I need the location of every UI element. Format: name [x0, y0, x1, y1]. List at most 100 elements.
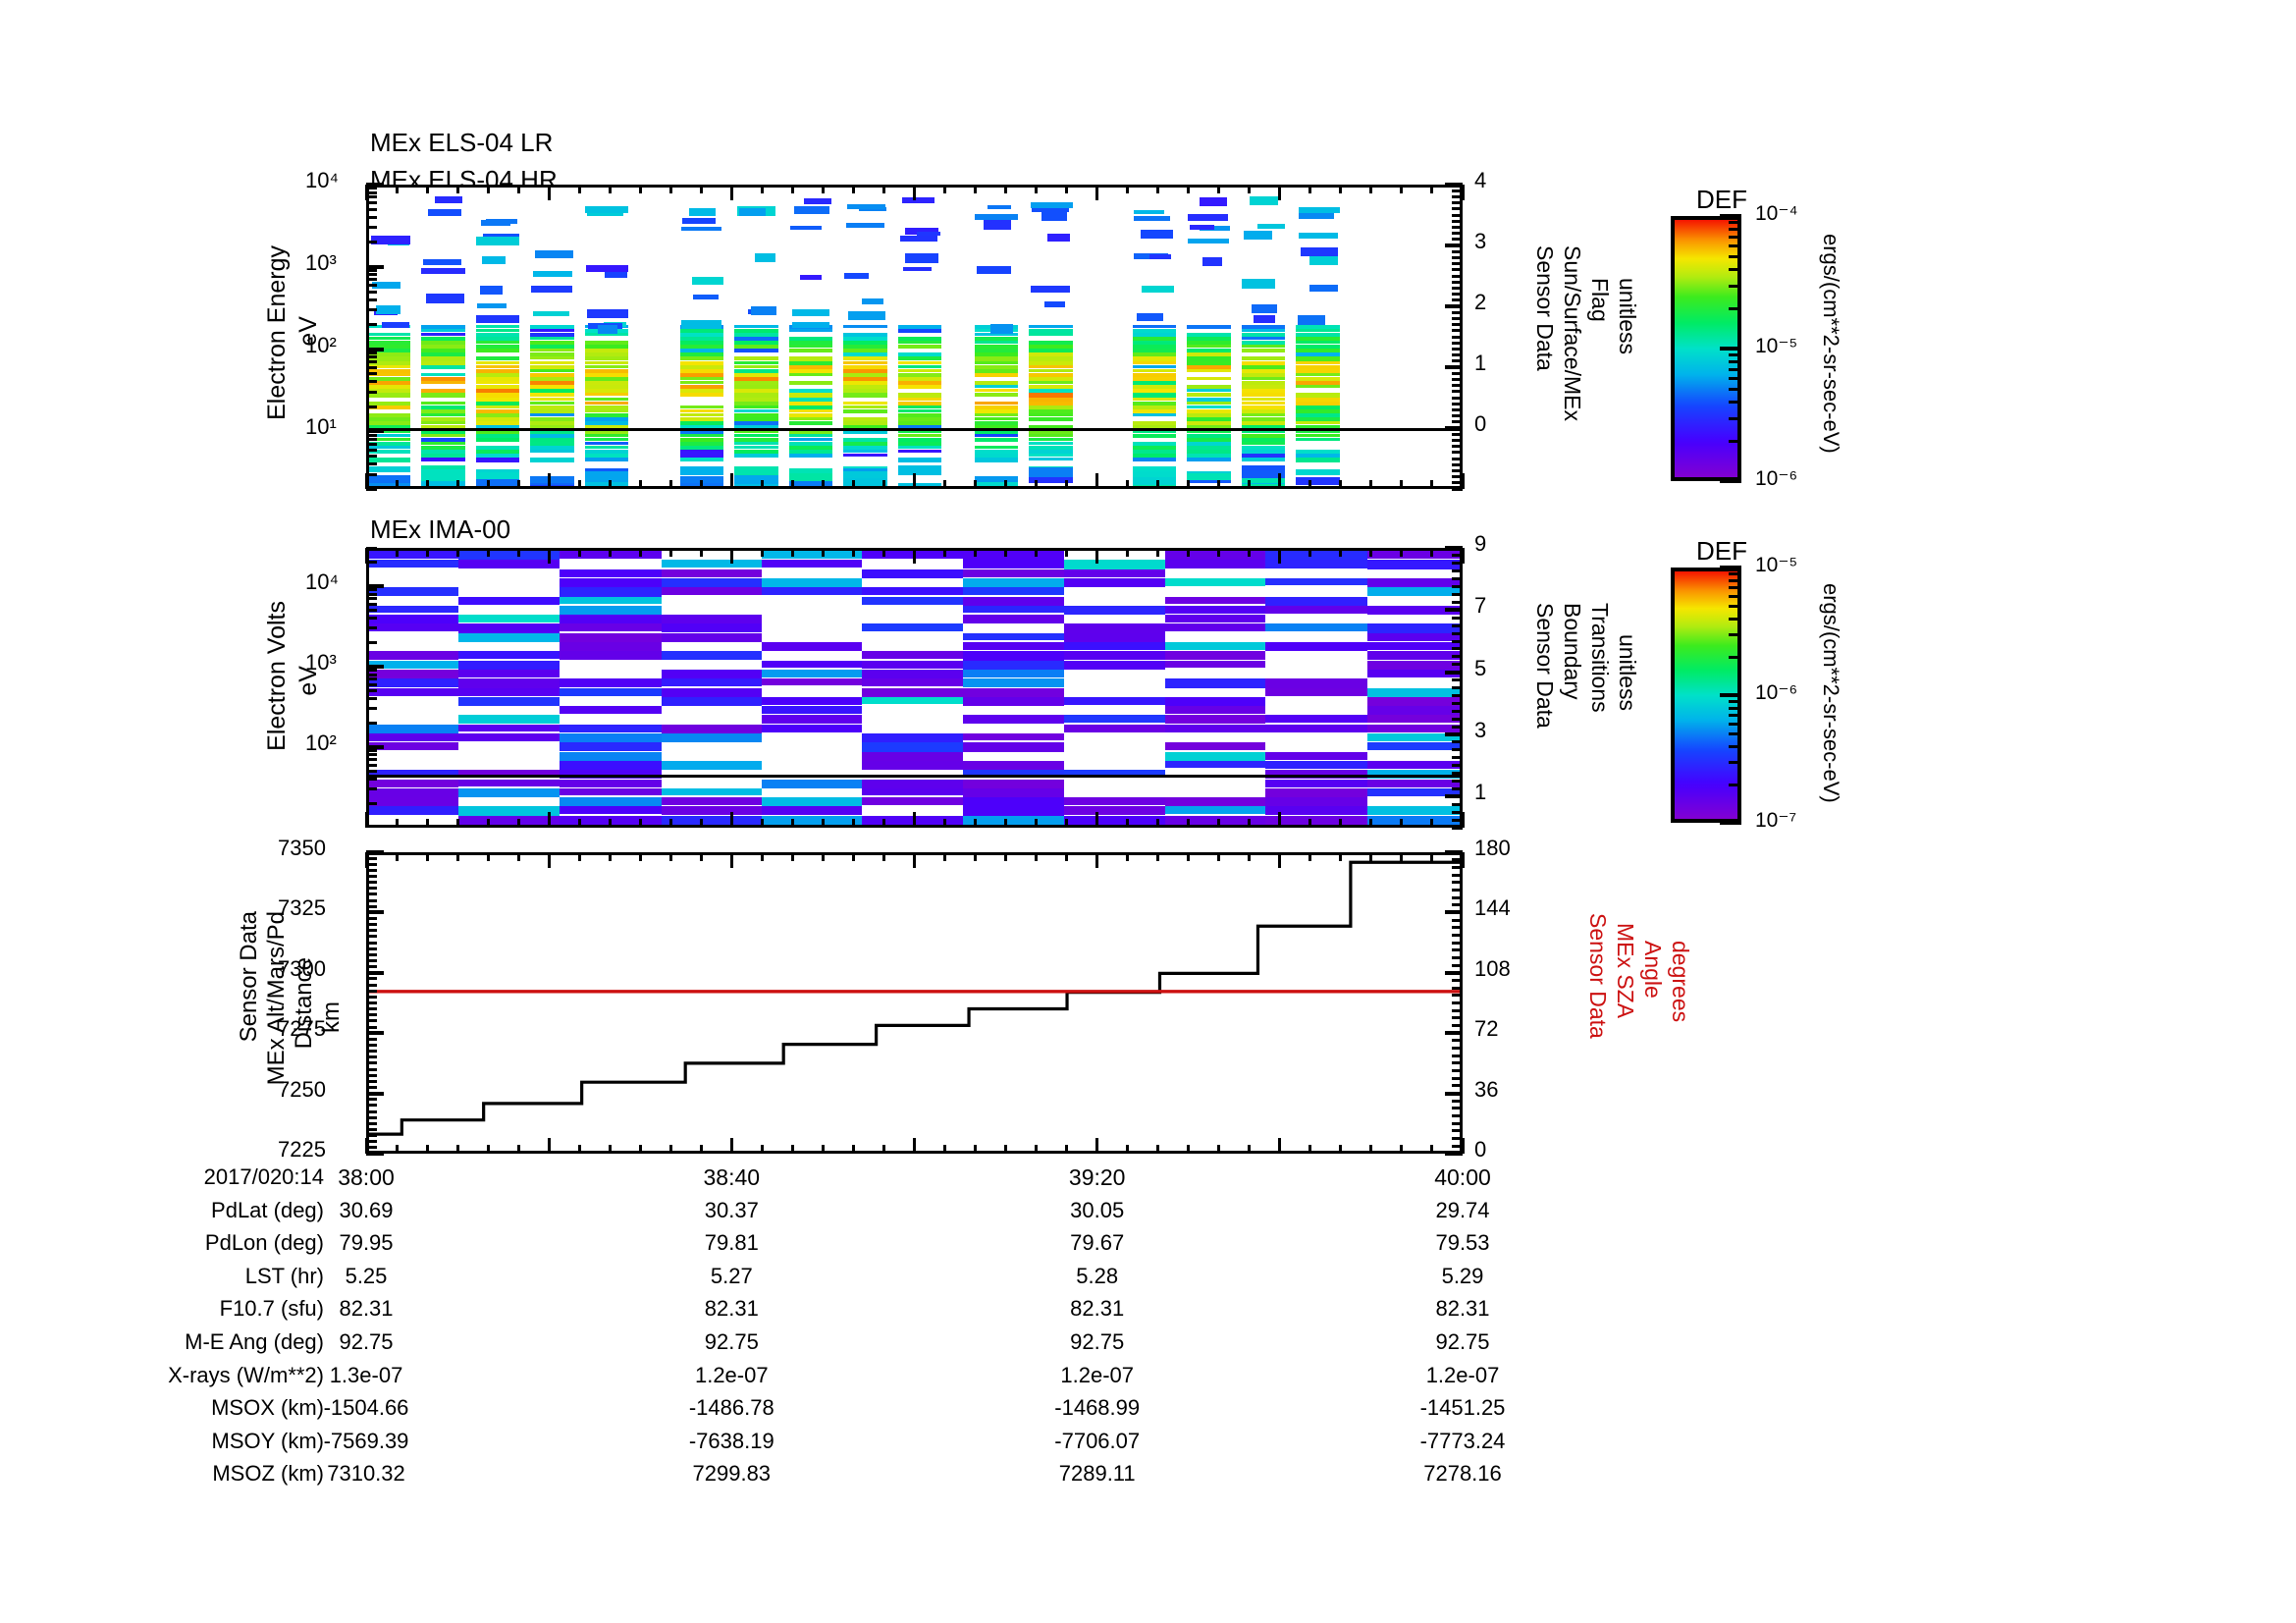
ima-band [560, 632, 662, 643]
y-minor-tick [366, 273, 377, 277]
y-minor-tick [366, 947, 377, 950]
spectrogram-band [1029, 345, 1073, 350]
ima-band-low [1265, 815, 1367, 825]
spectrogram-band [974, 360, 1019, 365]
y-right-minor-tick [1452, 655, 1463, 659]
ima-band [1165, 596, 1266, 605]
y-right-minor-tick [1452, 639, 1463, 643]
spectrogram-band [843, 441, 887, 447]
spectrogram-band [1241, 341, 1286, 346]
x-tick-top [729, 185, 733, 200]
spectrogram-band [1029, 421, 1073, 425]
boundary-zero-line [369, 774, 1460, 778]
spectrogram-band [843, 349, 887, 352]
x-tick [547, 1138, 551, 1154]
spectrogram-band [1296, 408, 1340, 414]
ima-band [369, 678, 459, 688]
spectrogram-band [530, 401, 574, 405]
spectrogram-band [369, 381, 411, 386]
spectrogram-band [734, 433, 778, 438]
spectrogram-band [1296, 364, 1340, 370]
spectrogram-band [369, 356, 411, 361]
spectrogram-band [475, 349, 520, 353]
x-tick [1339, 1145, 1343, 1154]
y-right-minor-tick [1452, 569, 1463, 573]
spectrogram-band [843, 345, 887, 349]
spectrogram-band [1132, 389, 1177, 393]
spectrogram-band [475, 364, 520, 369]
spectrogram-band [788, 393, 833, 398]
ima-band [458, 706, 561, 716]
panel3-plot-area[interactable] [366, 852, 1463, 1154]
spectrogram-speckle [1308, 285, 1338, 292]
spectrogram-band [788, 397, 833, 403]
x-tick-top [1065, 852, 1069, 861]
ima-band [1165, 715, 1266, 725]
footer-cell: 92.75 [1435, 1329, 1490, 1354]
spectrogram-band-low [1187, 478, 1231, 484]
spectrogram-band [679, 429, 724, 434]
footer-row-label: MSOZ (km) [212, 1461, 324, 1487]
y-right-minor-tick [1452, 407, 1463, 411]
y-minor-tick [366, 380, 377, 384]
spectrogram-band [421, 405, 465, 410]
x-tick [1095, 812, 1099, 828]
footer-cell: -7773.24 [1419, 1428, 1506, 1453]
spectrogram-speckle [1187, 239, 1230, 243]
spectrogram-band [584, 433, 629, 438]
ima-band [1265, 642, 1367, 652]
footer-cell: 30.05 [1070, 1197, 1125, 1222]
ima-band [761, 669, 863, 677]
spectrogram-band [421, 349, 465, 353]
spectrogram-band [734, 412, 778, 418]
spectrogram-band [843, 445, 887, 451]
ima-band [560, 724, 662, 732]
spectrogram-band [421, 458, 465, 461]
colorbar-minor-tick [1729, 416, 1741, 420]
y-right-minor-tick [1452, 948, 1463, 952]
spectrogram-band [369, 341, 411, 345]
ima-band [761, 587, 863, 596]
spectrogram-band [1187, 364, 1231, 370]
y-tick-label: 7325 [278, 895, 326, 921]
footer-cell: -7638.19 [688, 1428, 774, 1453]
spectrogram-band [530, 336, 574, 341]
panel1-plot-area[interactable] [366, 185, 1463, 489]
ima-band [1265, 742, 1367, 752]
spectrogram-band [1132, 417, 1177, 422]
spectrogram-band [679, 458, 724, 461]
ima-band [761, 742, 863, 750]
y-minor-tick [366, 801, 377, 805]
ima-band [761, 605, 863, 616]
panel1-right-axis-label-4: unitless [1615, 278, 1640, 354]
spectrogram-speckle [1299, 232, 1339, 240]
spectrogram-speckle [480, 220, 510, 227]
spectrogram-band [843, 389, 887, 395]
ima-column [1265, 551, 1367, 825]
x-tick-top [1035, 185, 1039, 193]
y-right-minor-tick [1452, 881, 1463, 885]
y-tick-label: 7350 [278, 836, 326, 860]
ima-band [1366, 605, 1460, 615]
x-tick [974, 819, 978, 828]
x-tick [1308, 480, 1312, 489]
spectrogram-band [1296, 381, 1340, 386]
y-minor-tick [366, 487, 377, 491]
x-tick-top [1400, 185, 1404, 193]
spectrogram-band [584, 368, 629, 373]
panel2-right-axis-label-1: Sensor Data [1532, 603, 1558, 729]
spectrogram-band [897, 449, 942, 453]
y-right-minor-tick [1452, 426, 1463, 430]
spectrogram-band [1296, 421, 1340, 425]
ima-band [1265, 715, 1367, 724]
spectrogram-band [1187, 412, 1231, 418]
spectrogram-speckle [693, 294, 720, 299]
ima-band [1165, 806, 1266, 814]
x-tick [913, 1138, 916, 1154]
ima-band [1165, 660, 1266, 669]
spectrogram-band-low [1132, 477, 1177, 486]
spectrogram-speckle [804, 198, 832, 205]
spectrogram-band-low [369, 475, 411, 485]
ima-band [369, 651, 459, 660]
panel2-plot-area[interactable] [366, 548, 1463, 828]
